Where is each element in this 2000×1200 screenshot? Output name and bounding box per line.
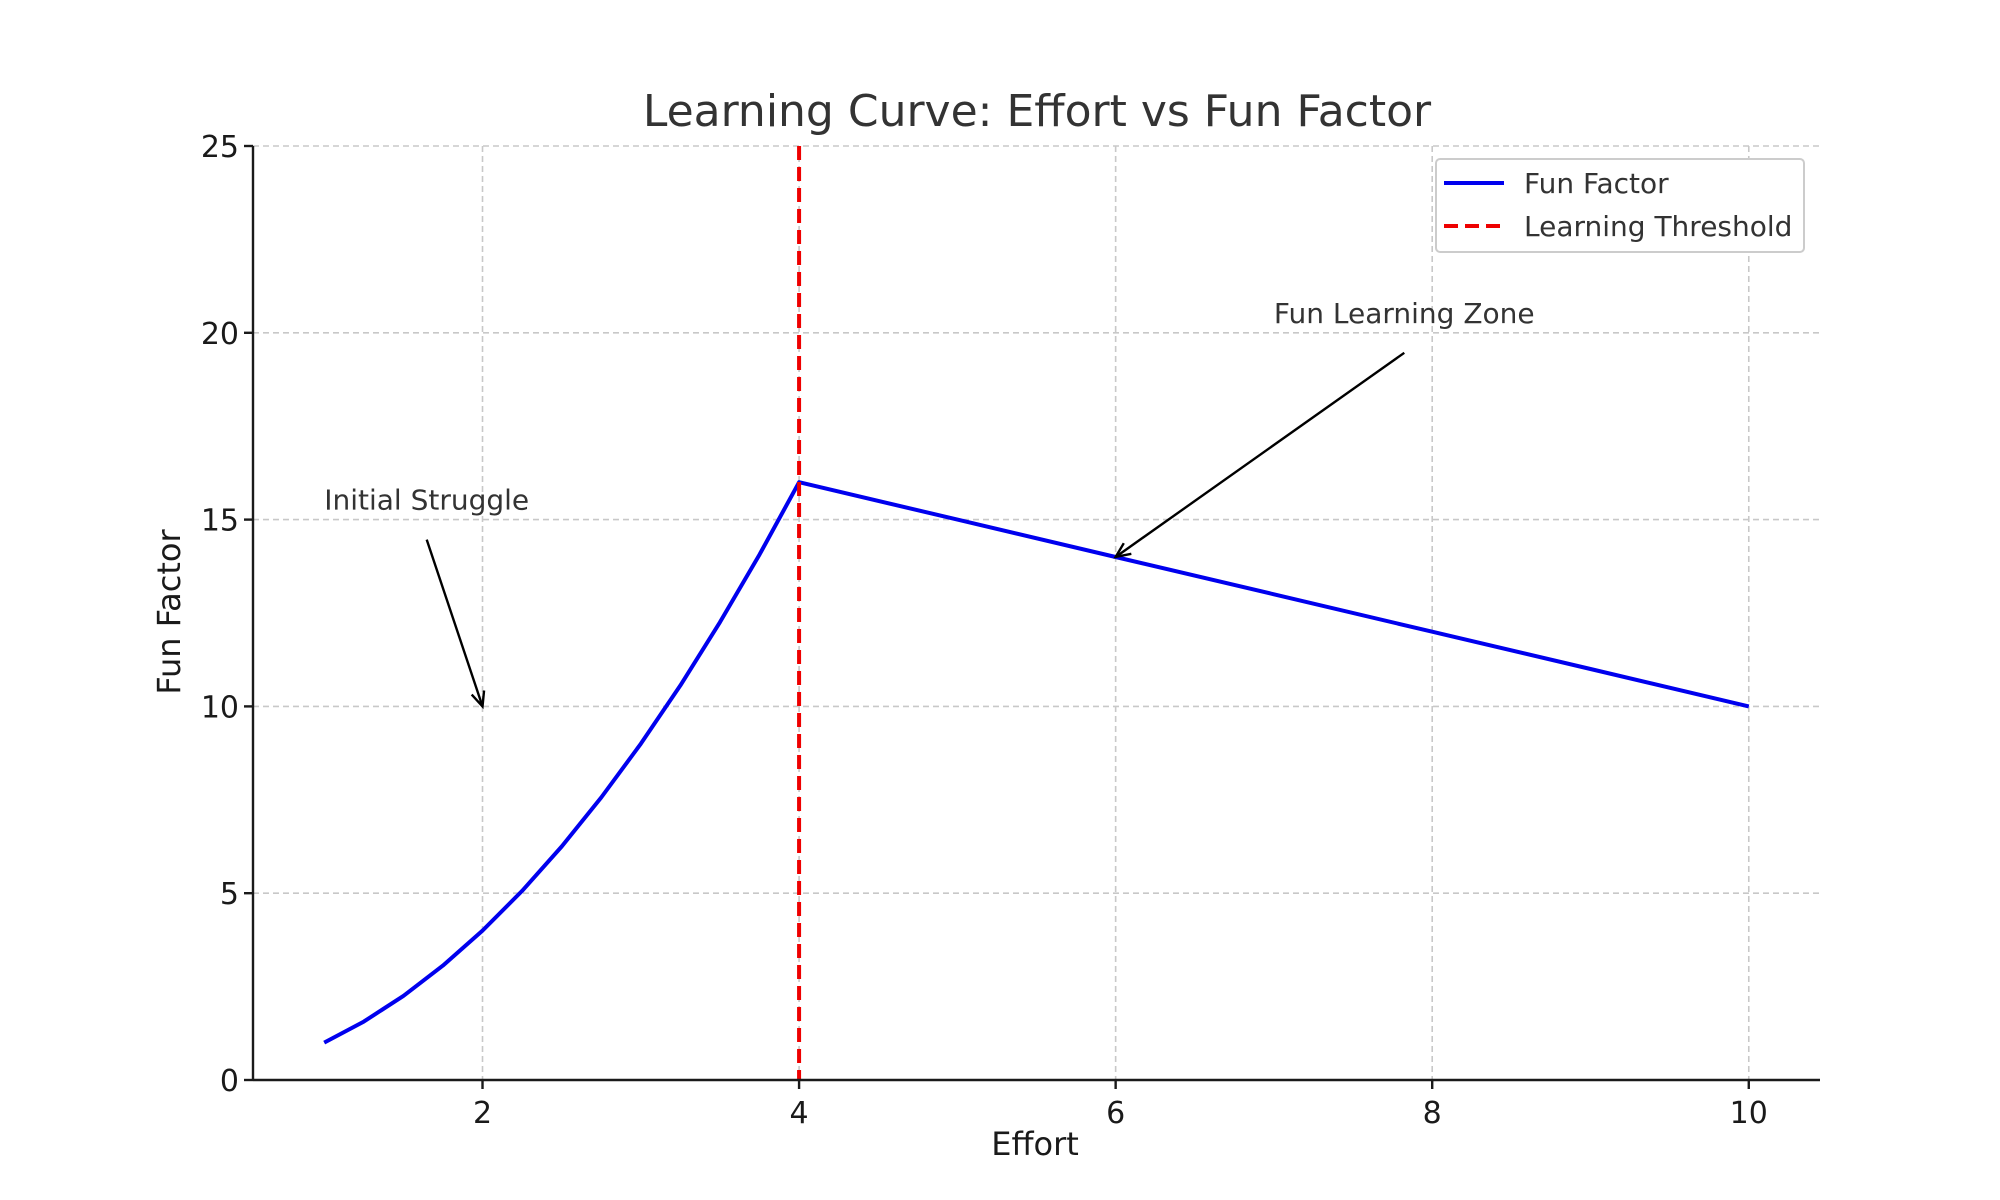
annotation-arrowhead <box>470 690 486 710</box>
x-tick-label: 2 <box>473 1096 492 1131</box>
legend: Fun Factor Learning Threshold <box>1435 158 1805 253</box>
y-tick-label: 15 <box>201 504 239 539</box>
legend-frame <box>1435 158 1805 253</box>
x-tick-label: 10 <box>1730 1096 1768 1131</box>
y-tick-label: 5 <box>220 877 239 912</box>
series-line-fun-factor <box>323 480 1750 1045</box>
annotation-arrow <box>425 539 484 707</box>
y-tick-label: 20 <box>201 317 239 352</box>
legend-label-learning-threshold: Learning Threshold <box>1524 210 1792 243</box>
annotation-arrow <box>1114 351 1405 558</box>
y-tick-label: 0 <box>220 1064 239 1099</box>
annotation-label: Initial Struggle <box>324 484 529 517</box>
annotation-label: Fun Learning Zone <box>1274 297 1535 330</box>
chart-title: Learning Curve: Effort vs Fun Factor <box>643 86 1432 137</box>
grid-layer <box>253 145 1820 1081</box>
annotation-arrowhead <box>1113 542 1132 559</box>
x-axis-title: Effort <box>991 1125 1079 1163</box>
x-tick-label: 6 <box>1106 1096 1125 1131</box>
tick-layer: 2 4 6 8 10 0 5 10 15 20 25 <box>201 130 1768 1131</box>
legend-label-fun-factor: Fun Factor <box>1524 167 1669 200</box>
series-layer <box>323 146 1750 1080</box>
y-tick-label: 10 <box>201 690 239 725</box>
y-tick-label: 25 <box>201 130 239 165</box>
axes-frame <box>251 146 1820 1082</box>
x-tick-label: 8 <box>1423 1096 1442 1131</box>
x-tick-label: 4 <box>790 1096 809 1131</box>
y-axis-title: Fun Factor <box>150 528 188 694</box>
annotations: Initial Struggle Fun Learning Zone <box>324 297 1535 710</box>
